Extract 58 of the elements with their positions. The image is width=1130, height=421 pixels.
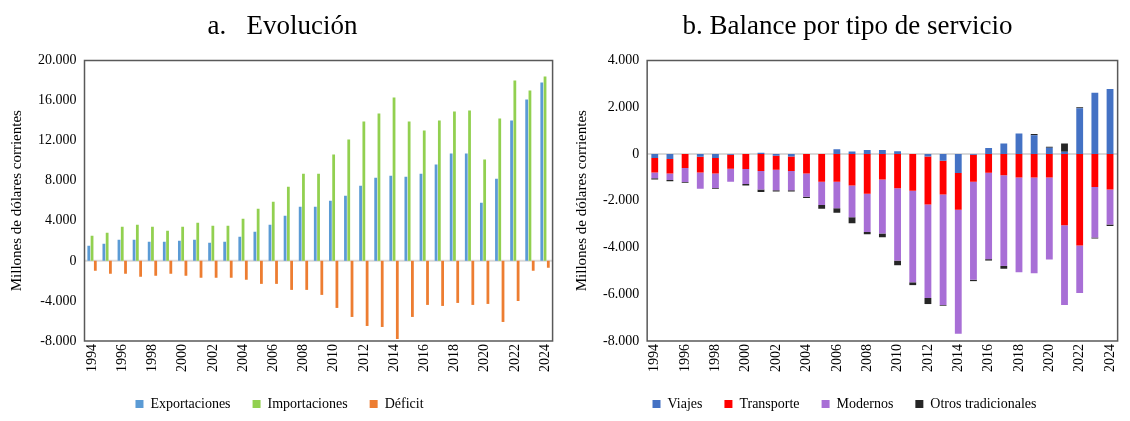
x-tick-label: 2022 — [506, 344, 522, 372]
y-tick-label: 16.000 — [38, 92, 77, 108]
x-tick-label: 2024 — [536, 344, 552, 372]
y-tick-label: -8.000 — [40, 332, 77, 348]
legend-label: Transporte — [739, 395, 800, 411]
x-tick-label: 2020 — [476, 344, 492, 372]
legend-label: Exportaciones — [150, 395, 231, 411]
x-tick-label: 1998 — [144, 344, 160, 372]
x-tick-label: 2018 — [1010, 344, 1026, 372]
legend-label: Importaciones — [267, 395, 348, 411]
x-tick-label: 2018 — [446, 344, 462, 372]
y-tick-label: 2.000 — [607, 98, 640, 114]
x-tick-label: 2020 — [1041, 344, 1057, 372]
y-tick-label: 0 — [69, 252, 77, 268]
x-tick-label: 2002 — [767, 344, 783, 372]
chart-title: b. Balance por tipo de servicio — [681, 9, 1014, 42]
x-tick-label: 2010 — [325, 344, 341, 372]
x-tick-label: 1998 — [707, 344, 723, 372]
y-tick-label: -6.000 — [602, 285, 640, 301]
y-tick-label: -4.000 — [40, 292, 77, 308]
x-tick-label: 2022 — [1071, 344, 1087, 372]
chart-title: a. Evolución — [206, 9, 359, 42]
y-tick-label: 20.000 — [38, 52, 77, 68]
x-tick-label: 2008 — [295, 344, 311, 372]
x-tick-label: 2002 — [204, 344, 220, 372]
x-tick-label: 1994 — [83, 344, 99, 372]
x-tick-label: 2012 — [355, 344, 371, 372]
x-tick-label: 2016 — [415, 344, 431, 372]
x-tick-label: 2004 — [798, 344, 814, 372]
x-tick-label: 2000 — [737, 344, 753, 372]
y-tick-label: -8.000 — [602, 332, 640, 348]
y-axis-title: Millones de dólares corrientes — [572, 109, 589, 292]
y-tick-label: 4.000 — [45, 212, 77, 228]
x-tick-label: 1996 — [113, 344, 129, 372]
x-tick-label: 2012 — [919, 344, 935, 372]
x-tick-label: 2024 — [1101, 344, 1117, 372]
x-tick-label: 2008 — [858, 344, 874, 372]
x-tick-label: 2014 — [949, 344, 965, 372]
legend-label: Otros tradicionales — [930, 395, 1037, 411]
x-tick-label: 2004 — [234, 344, 250, 372]
y-tick-label: -2.000 — [602, 192, 640, 208]
legend-label: Déficit — [384, 395, 424, 411]
legend-label: Modernos — [836, 395, 894, 411]
y-tick-label: -4.000 — [602, 239, 640, 255]
x-tick-label: 2010 — [889, 344, 905, 372]
y-tick-label: 8.000 — [45, 172, 77, 188]
y-tick-label: 0 — [632, 145, 640, 161]
y-tick-label: 4.000 — [607, 52, 640, 68]
y-axis-title: Millones de dólares corrientes — [7, 109, 24, 292]
y-tick-label: 12.000 — [38, 132, 77, 148]
x-tick-label: 2014 — [385, 344, 401, 372]
x-tick-label: 2016 — [980, 344, 996, 372]
legend-label: Viajes — [667, 395, 703, 411]
x-tick-label: 2006 — [264, 344, 280, 372]
x-tick-label: 2000 — [174, 344, 190, 372]
x-tick-label: 2006 — [828, 344, 844, 372]
x-tick-label: 1994 — [646, 344, 662, 372]
x-tick-label: 1996 — [676, 344, 692, 372]
